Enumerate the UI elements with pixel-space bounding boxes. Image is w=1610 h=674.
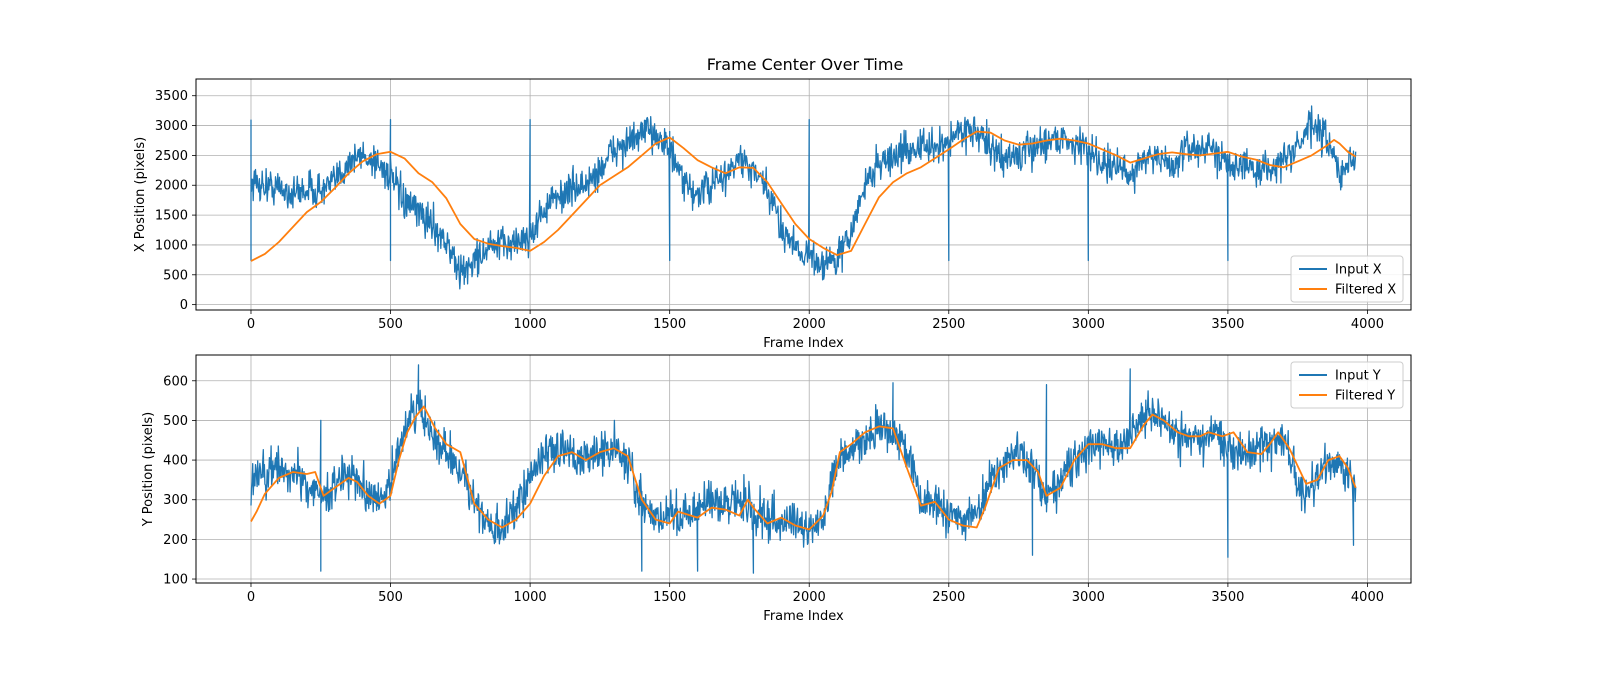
series-line-input (250, 105, 1357, 290)
y-tick-label: 3500 (155, 89, 188, 104)
y-tick-label: 1500 (155, 209, 188, 224)
y-tick-label: 2500 (155, 149, 188, 164)
y-tick-label: 300 (163, 493, 188, 508)
axes-frame (195, 78, 1412, 311)
series-line-filtered (250, 130, 1357, 262)
x-tick-label: 500 (378, 590, 403, 605)
plot-area (250, 364, 1357, 574)
x-axis-label: Frame Index (763, 609, 844, 624)
x-tick-label: 2000 (793, 317, 826, 332)
chart-title: Frame Center Over Time (707, 55, 904, 74)
top-axes-x-position: 0 500 1000 1500 2000 2500 3000 3500 4000 0 500 1000… (133, 78, 1412, 351)
y-tick-label: 2000 (155, 179, 188, 194)
legend-label: Input X (1335, 263, 1382, 278)
x-tick-label: 1500 (653, 590, 686, 605)
x-axis-label: Frame Index (763, 336, 844, 351)
legend-box (1290, 361, 1404, 409)
bottom-axes-y-position: 0 500 1000 1500 2000 2500 3000 3500 4000 100 200 30… (141, 354, 1412, 624)
y-tick-label: 600 (163, 374, 188, 389)
legend: Input X Filtered X (1290, 255, 1404, 303)
grid (196, 79, 1411, 310)
legend-box (1290, 255, 1404, 303)
y-tick-label: 500 (163, 414, 188, 429)
x-tick-label: 2000 (793, 590, 826, 605)
legend-label: Filtered Y (1335, 389, 1395, 404)
x-tick-label: 500 (378, 317, 403, 332)
x-tick-label: 3000 (1072, 590, 1105, 605)
x-tick-label: 0 (247, 317, 255, 332)
y-axis-label: Y Position (pixels) (141, 412, 156, 528)
x-tick-label: 1000 (514, 590, 547, 605)
x-tick-label: 4000 (1351, 590, 1384, 605)
y-tick-label: 500 (163, 268, 188, 283)
x-tick-label: 2500 (932, 317, 965, 332)
y-axis-label: X Position (pixels) (133, 137, 148, 252)
series-line-input (250, 364, 1357, 574)
series-line-filtered (250, 405, 1357, 531)
x-tick-label: 1000 (514, 317, 547, 332)
legend-label: Input Y (1335, 369, 1381, 384)
grid (196, 355, 1411, 583)
x-tick-label: 2500 (932, 590, 965, 605)
legend-label: Filtered X (1335, 283, 1396, 298)
x-tick-label: 3500 (1211, 590, 1244, 605)
x-tick-label: 3000 (1072, 317, 1105, 332)
x-tick-label: 3500 (1211, 317, 1244, 332)
legend: Input Y Filtered Y (1290, 361, 1404, 409)
axes-frame (195, 354, 1412, 584)
plot-area (250, 105, 1357, 290)
x-tick-label: 1500 (653, 317, 686, 332)
x-tick-label: 4000 (1351, 317, 1384, 332)
y-tick-label: 200 (163, 533, 188, 548)
y-tick-label: 0 (180, 298, 188, 313)
y-tick-label: 3000 (155, 119, 188, 134)
x-tick-label: 0 (247, 590, 255, 605)
y-tick-label: 400 (163, 454, 188, 469)
y-tick-label: 100 (163, 573, 188, 588)
y-tick-label: 1000 (155, 238, 188, 253)
